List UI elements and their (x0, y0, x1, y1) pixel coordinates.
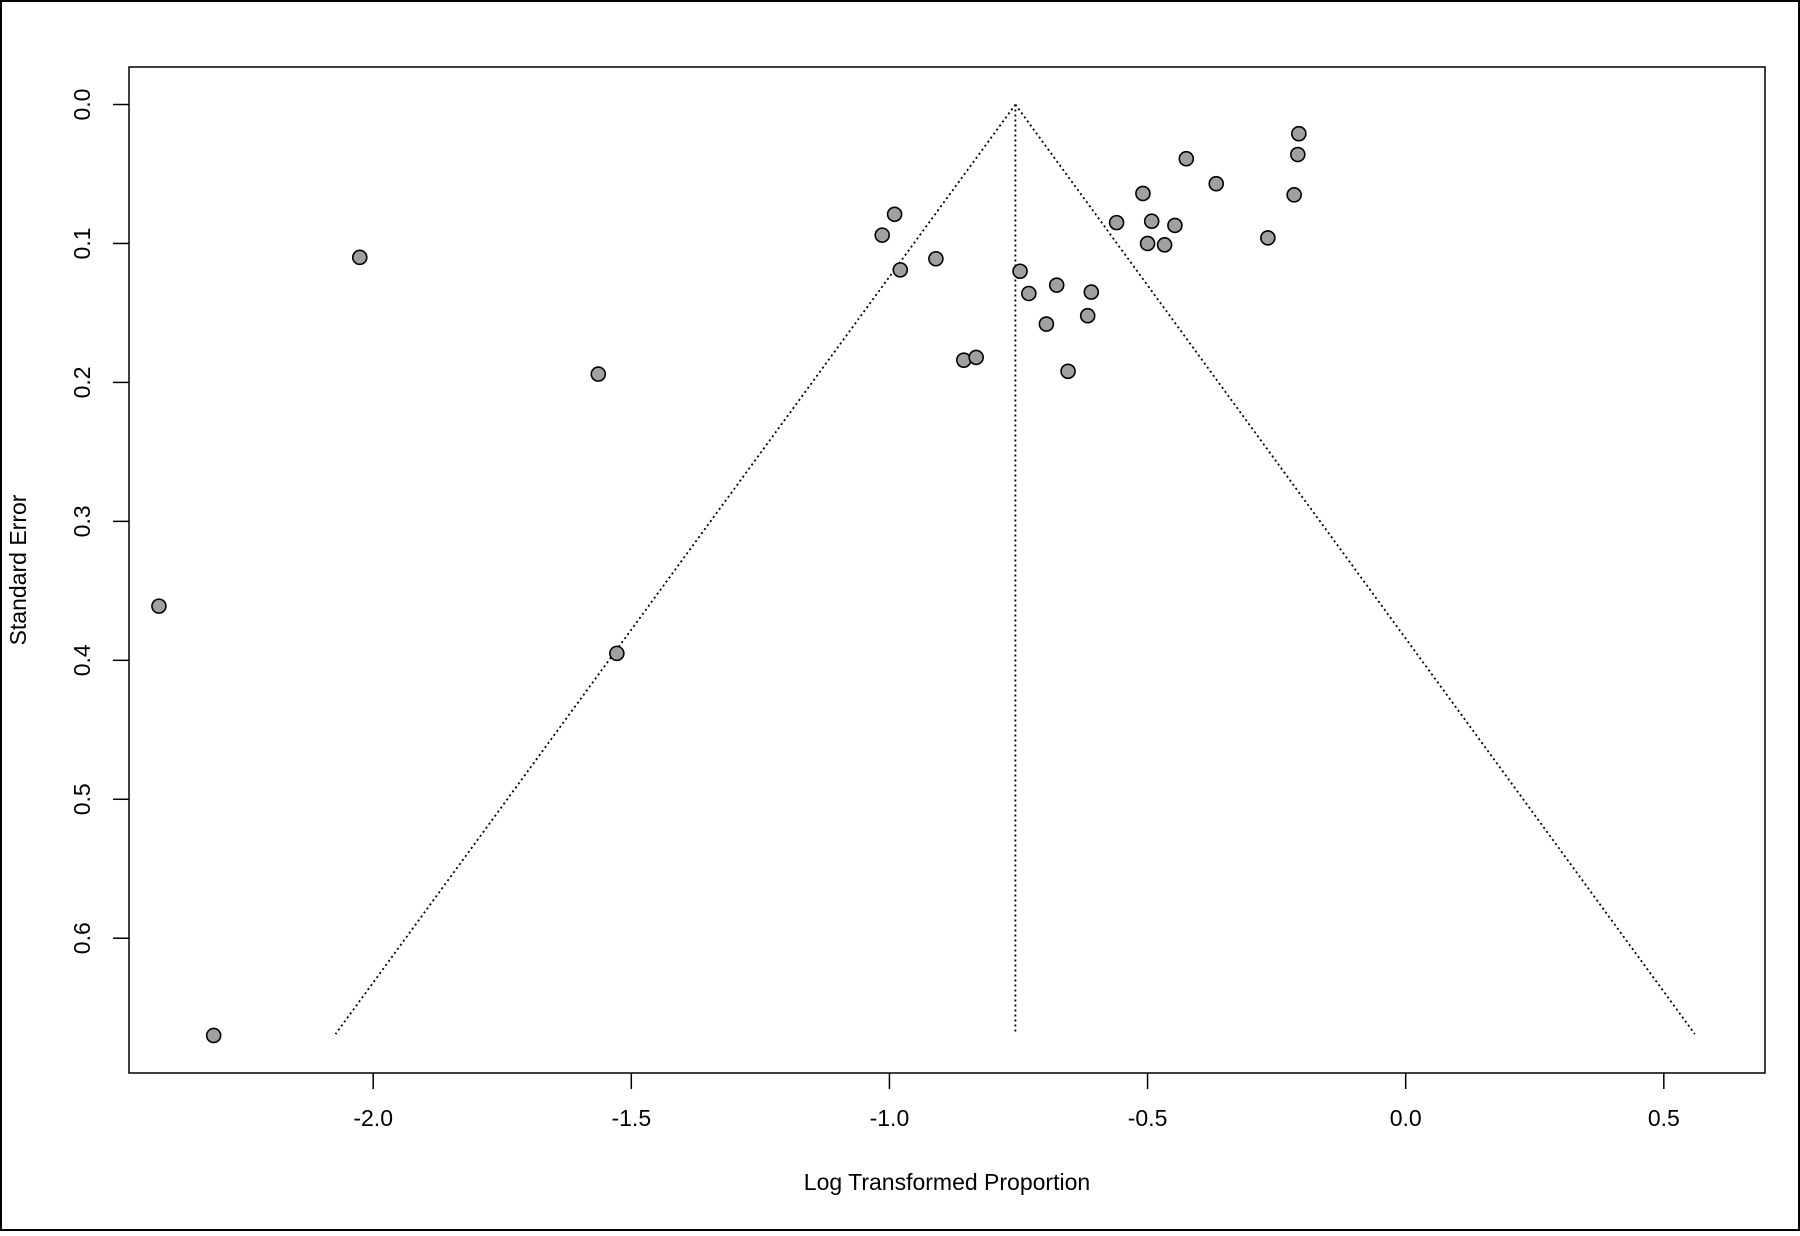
x-tick-label: -2.0 (353, 1105, 393, 1131)
point (1178, 150, 1195, 167)
x-tick-label: 0.5 (1648, 1105, 1680, 1131)
y-tick-label: 0.0 (69, 89, 95, 121)
point (1079, 307, 1096, 324)
point (1060, 363, 1076, 380)
point (1143, 213, 1160, 230)
point (1021, 285, 1037, 302)
funnel-lower-line (334, 103, 1017, 1035)
point (1286, 187, 1302, 203)
point (1108, 214, 1125, 231)
x-tick-label: 0.0 (1390, 1105, 1422, 1131)
point (892, 262, 909, 278)
point (928, 250, 944, 267)
point (1156, 237, 1173, 253)
x-tick-label: -1.5 (611, 1105, 651, 1131)
y-axis-label: Standard Error (5, 494, 31, 645)
y-tick-label: 0.2 (69, 366, 95, 398)
x-tick-label: -1.0 (870, 1105, 910, 1131)
point (1167, 217, 1183, 234)
point (1012, 263, 1028, 280)
point (1135, 185, 1151, 202)
point (1139, 235, 1156, 252)
point (1260, 230, 1276, 246)
point (1208, 175, 1225, 192)
point (609, 645, 625, 662)
point (590, 366, 607, 382)
point (874, 227, 891, 243)
point (886, 206, 903, 223)
y-tick-label: 0.3 (69, 505, 95, 537)
x-tick-label: -0.5 (1128, 1105, 1168, 1131)
x-axis-label: Log Transformed Proportion (804, 1169, 1090, 1195)
y-tick-label: 0.6 (69, 922, 95, 954)
y-tick-label: 0.5 (69, 783, 95, 815)
point (1048, 277, 1065, 293)
funnel-upper-line (1014, 103, 1696, 1035)
point (205, 1027, 222, 1044)
point (1038, 316, 1055, 332)
point (1291, 125, 1307, 142)
point (351, 249, 368, 266)
point (1289, 146, 1306, 163)
y-tick-label: 0.1 (69, 227, 95, 259)
point (1083, 284, 1100, 300)
plot-box (128, 66, 1766, 1074)
point (968, 349, 984, 366)
y-tick-label: 0.4 (69, 644, 95, 676)
point (151, 598, 167, 614)
